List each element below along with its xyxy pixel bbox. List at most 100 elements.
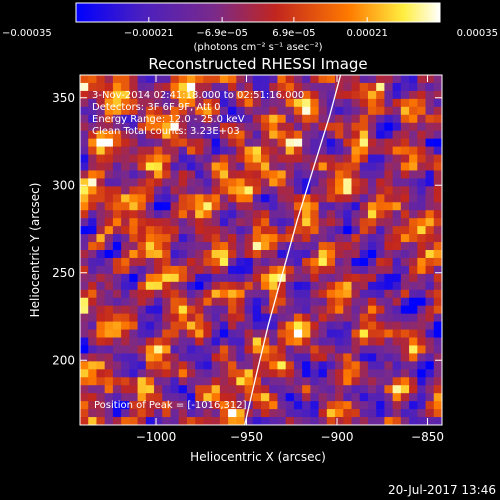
- heatmap-cell: [137, 353, 147, 362]
- heatmap-cell: [137, 146, 147, 155]
- heatmap-cell: [154, 226, 163, 235]
- heatmap-cell: [392, 329, 402, 338]
- heatmap-cell: [343, 361, 352, 370]
- heatmap-cell: [104, 321, 114, 330]
- heatmap-cell: [277, 289, 287, 299]
- heatmap-cell: [88, 170, 97, 179]
- heatmap-cell: [433, 337, 442, 346]
- heatmap-cell: [186, 114, 196, 124]
- heatmap-cell: [228, 337, 237, 346]
- heatmap-cell: [162, 329, 171, 338]
- heatmap-cell: [367, 162, 377, 171]
- heatmap-cell: [400, 162, 410, 171]
- heatmap-cell: [351, 162, 361, 171]
- heatmap-cell: [318, 122, 328, 132]
- heatmap-cell: [318, 226, 328, 235]
- heatmap-cell: [211, 337, 221, 346]
- heatmap-cell: [203, 202, 213, 211]
- heatmap-cell: [302, 361, 311, 370]
- heatmap-cell: [244, 289, 254, 299]
- heatmap-cell: [154, 289, 163, 299]
- heatmap-cell: [252, 234, 262, 243]
- heatmap-cell: [121, 289, 130, 299]
- heatmap-cell: [154, 345, 163, 354]
- heatmap-cell: [326, 210, 336, 219]
- heatmap-cell: [203, 154, 213, 163]
- heatmap-cell: [367, 409, 377, 418]
- heatmap-cell: [195, 75, 204, 84]
- heatmap-cell: [203, 417, 213, 425]
- heatmap-cell: [137, 345, 147, 354]
- heatmap-cell: [400, 90, 410, 100]
- heatmap-cell: [367, 194, 377, 203]
- heatmap-cell: [137, 409, 147, 418]
- heatmap-cell: [261, 114, 270, 124]
- heatmap-cell: [302, 417, 311, 425]
- heatmap-cell: [80, 297, 89, 307]
- heatmap-cell: [400, 297, 410, 307]
- heatmap-cell: [285, 329, 295, 338]
- heatmap-cell: [335, 393, 344, 402]
- heatmap-cell: [310, 130, 319, 140]
- heatmap-cell: [433, 250, 442, 259]
- heatmap-cell: [400, 393, 410, 402]
- heatmap-cell: [170, 202, 180, 211]
- heatmap-cell: [195, 393, 204, 402]
- heatmap-cell: [343, 98, 352, 108]
- heatmap-cell: [145, 377, 155, 386]
- heatmap-cell: [203, 305, 213, 315]
- heatmap-cell: [343, 393, 352, 402]
- heatmap-cell: [310, 273, 319, 283]
- heatmap-cell: [228, 130, 237, 140]
- heatmap-cell: [409, 353, 418, 362]
- heatmap-cell: [343, 114, 352, 124]
- heatmap-cell: [252, 130, 262, 140]
- heatmap-cell: [186, 202, 196, 211]
- heatmap-cell: [88, 138, 97, 147]
- heatmap-cell: [318, 281, 328, 291]
- heatmap-cell: [186, 178, 196, 187]
- heatmap-cell: [195, 250, 204, 259]
- heatmap-cell: [170, 273, 180, 283]
- heatmap-cell: [425, 138, 435, 147]
- heatmap-cell: [359, 417, 369, 425]
- heatmap-cell: [318, 313, 328, 322]
- annotation-energy: Energy Range: 12.0 - 25.0 keV: [92, 114, 245, 125]
- heatmap-cell: [318, 194, 328, 203]
- heatmap-cell: [178, 281, 188, 291]
- colorbar-tick-label: −0.00035: [2, 28, 52, 39]
- heatmap-cell: [293, 106, 303, 116]
- heatmap-cell: [162, 186, 171, 195]
- heatmap-cell: [367, 257, 377, 267]
- heatmap-cell: [417, 409, 426, 418]
- heatmap-cell: [425, 321, 435, 330]
- heatmap-cell: [400, 154, 410, 163]
- heatmap-cell: [359, 297, 369, 307]
- heatmap-cell: [162, 417, 171, 425]
- heatmap-cell: [244, 154, 254, 163]
- heatmap-cell: [302, 122, 311, 132]
- heatmap-cell: [285, 186, 295, 195]
- heatmap-cell: [318, 75, 328, 84]
- heatmap-cell: [112, 329, 122, 338]
- heatmap-cell: [318, 162, 328, 171]
- heatmap-cell: [96, 345, 106, 354]
- heatmap-cell: [178, 202, 188, 211]
- heatmap-cell: [112, 385, 122, 394]
- heatmap-cell: [154, 210, 163, 219]
- heatmap-cell: [343, 178, 352, 187]
- heatmap-cell: [154, 130, 163, 140]
- heatmap-cell: [318, 82, 328, 92]
- heatmap-cell: [154, 138, 163, 147]
- heatmap-cell: [269, 313, 278, 322]
- heatmap-cell: [162, 289, 171, 299]
- heatmap-cell: [343, 329, 352, 338]
- heatmap-cell: [211, 90, 221, 100]
- heatmap-cell: [88, 257, 97, 267]
- heatmap-cell: [261, 82, 270, 92]
- heatmap-cell: [417, 353, 426, 362]
- heatmap-cell: [261, 377, 270, 386]
- heatmap-cell: [326, 369, 336, 378]
- heatmap-cell: [384, 257, 394, 267]
- heatmap-cell: [335, 250, 344, 259]
